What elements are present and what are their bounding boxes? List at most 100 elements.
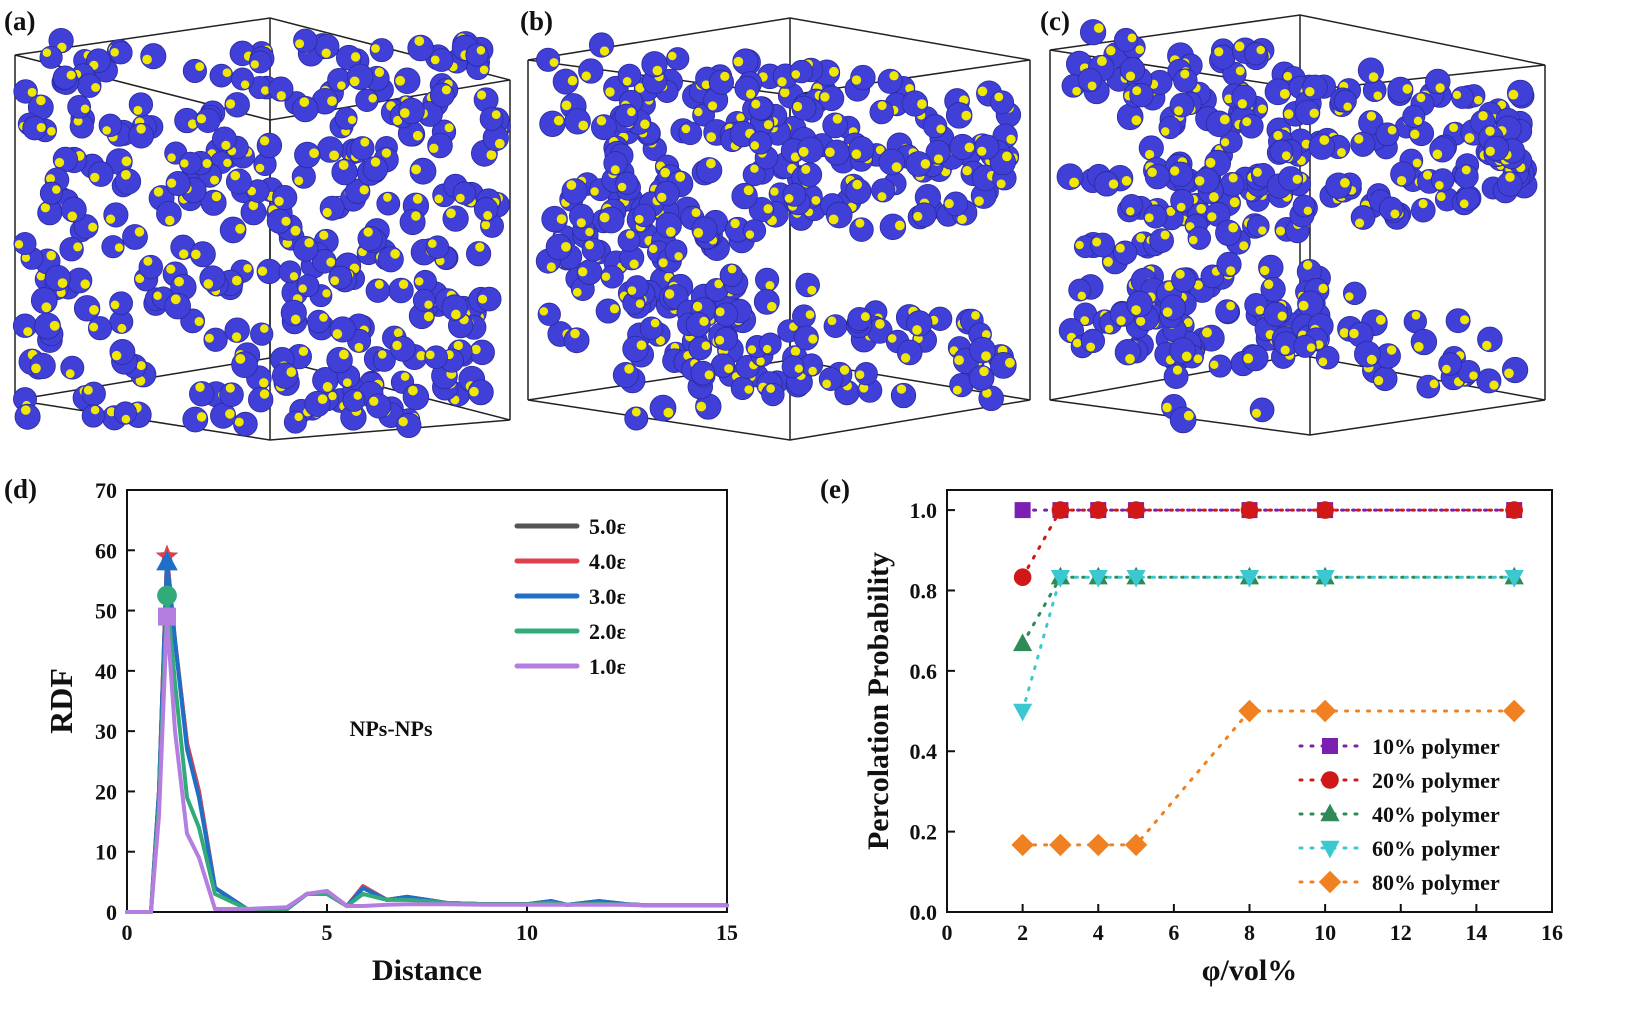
nanoparticle-patch	[1002, 151, 1012, 162]
panel-label-e: (e)	[820, 474, 850, 504]
nanoparticle-patch	[204, 333, 214, 343]
nanoparticle-patch	[894, 220, 905, 231]
nanoparticle-patch	[727, 264, 737, 274]
nanoparticle-patch	[1193, 280, 1203, 290]
nanoparticle-patch	[635, 299, 645, 309]
x-tick-label: 16	[1541, 920, 1563, 945]
nanoparticle-patch	[111, 350, 122, 361]
nanoparticle-patch	[917, 99, 927, 109]
nanoparticle	[1129, 83, 1154, 108]
nanoparticle	[714, 326, 738, 351]
nanoparticle-patch	[777, 77, 787, 87]
nanoparticle-patch	[294, 412, 303, 422]
nanoparticle	[600, 265, 624, 289]
nanoparticle-patch	[954, 355, 964, 366]
nanoparticle-patch	[912, 325, 922, 335]
plot-frame	[126, 489, 728, 913]
data-point	[1240, 501, 1259, 519]
x-tick-label: 12	[1390, 920, 1412, 945]
nanoparticle-patch	[1354, 134, 1364, 144]
nanoparticle-patch	[913, 211, 923, 221]
nanoparticle-patch	[1432, 149, 1443, 160]
nanoparticle-patch	[1474, 95, 1483, 105]
nanoparticle-patch	[166, 178, 177, 188]
nanoparticle-patch	[295, 39, 305, 49]
nanoparticle-patch	[54, 157, 65, 168]
nanoparticle	[793, 325, 819, 351]
nanoparticle	[614, 103, 639, 128]
legend-label: 3.0ε	[589, 584, 626, 609]
nanoparticle-patch	[596, 116, 607, 126]
data-point	[1089, 501, 1108, 519]
nanoparticle-patch	[996, 179, 1006, 189]
nanoparticle-patch	[1162, 402, 1172, 413]
nanoparticle-patch	[106, 407, 117, 417]
nanoparticle-patch	[121, 169, 131, 180]
nanoparticle-patch	[47, 126, 56, 136]
nanoparticle	[292, 95, 319, 123]
nanoparticle-patch	[347, 115, 357, 125]
nanoparticle	[1456, 187, 1480, 211]
legend-item: 1.0ε	[514, 654, 626, 679]
nanoparticle-patch	[475, 242, 485, 252]
nanoparticle-patch	[1485, 146, 1495, 156]
legend-item: 10% polymer	[1298, 734, 1500, 759]
nanoparticle-patch	[88, 222, 98, 232]
nanoparticle-patch	[1429, 379, 1439, 389]
nanoparticle-patch	[281, 216, 291, 226]
nanoparticle	[101, 235, 125, 259]
nanoparticle-patch	[877, 192, 887, 202]
nanoparticle-patch	[896, 384, 907, 394]
legend-label: 20% polymer	[1372, 768, 1500, 793]
nanoparticle-patch	[354, 342, 364, 352]
chart-rdf: 0 5 10 15 0 10 20 30 40 50 60 70 Distance RDF NPs-NPs 5…	[43, 478, 738, 987]
nanoparticle	[782, 183, 807, 207]
nanoparticle	[678, 121, 703, 146]
nanoparticle-patch	[1460, 315, 1470, 325]
nanoparticle-patch	[650, 318, 660, 328]
nanoparticle	[122, 224, 148, 250]
nanoparticle-patch	[337, 81, 346, 90]
nanoparticle-patch	[408, 385, 418, 396]
data-point	[1127, 501, 1145, 519]
nanoparticle	[1244, 42, 1268, 66]
nanoparticle-patch	[744, 385, 754, 394]
nanoparticle	[1210, 44, 1236, 70]
nanoparticle-patch	[359, 185, 369, 195]
nanoparticle-patch	[1069, 177, 1080, 188]
nanoparticle-patch	[1303, 260, 1313, 270]
nanoparticle-patch	[65, 369, 75, 379]
nanoparticle-patch	[363, 227, 373, 237]
nanoparticle-patch	[230, 170, 241, 181]
nanoparticle	[1378, 196, 1404, 221]
nanoparticle-patch	[174, 276, 184, 287]
nanoparticle-patch	[1108, 179, 1119, 189]
nanoparticle	[1350, 131, 1376, 157]
data-point	[1239, 570, 1260, 588]
nanoparticle-patch	[1281, 151, 1291, 161]
x-tick-label: 14	[1465, 920, 1487, 945]
nanoparticle	[291, 164, 316, 189]
series-1-0-	[125, 607, 729, 914]
nanoparticle-patch	[1116, 316, 1126, 326]
nanoparticle	[1438, 352, 1462, 376]
nanoparticle-patch	[416, 351, 426, 361]
nanoparticle-patch	[1144, 213, 1154, 223]
nanoparticle	[848, 136, 875, 163]
data-point	[1503, 699, 1526, 723]
nanoparticle-patch	[49, 320, 60, 331]
nanoparticle-patch	[1104, 324, 1114, 334]
nanoparticle-patch	[855, 370, 865, 379]
nanoparticle-patch	[961, 110, 972, 121]
nanoparticle-patch	[652, 65, 663, 76]
nanoparticle-patch	[585, 240, 594, 250]
nanoparticle	[319, 195, 345, 221]
nanoparticle-patch	[693, 227, 704, 238]
nanoparticle-patch	[21, 405, 31, 415]
nanoparticle	[869, 99, 894, 125]
nanoparticle-patch	[900, 353, 911, 363]
nanoparticle-patch	[793, 101, 803, 112]
y-tick-label: 0.2	[910, 820, 938, 845]
data-point	[1051, 501, 1070, 519]
nanoparticle-patch	[561, 241, 571, 252]
